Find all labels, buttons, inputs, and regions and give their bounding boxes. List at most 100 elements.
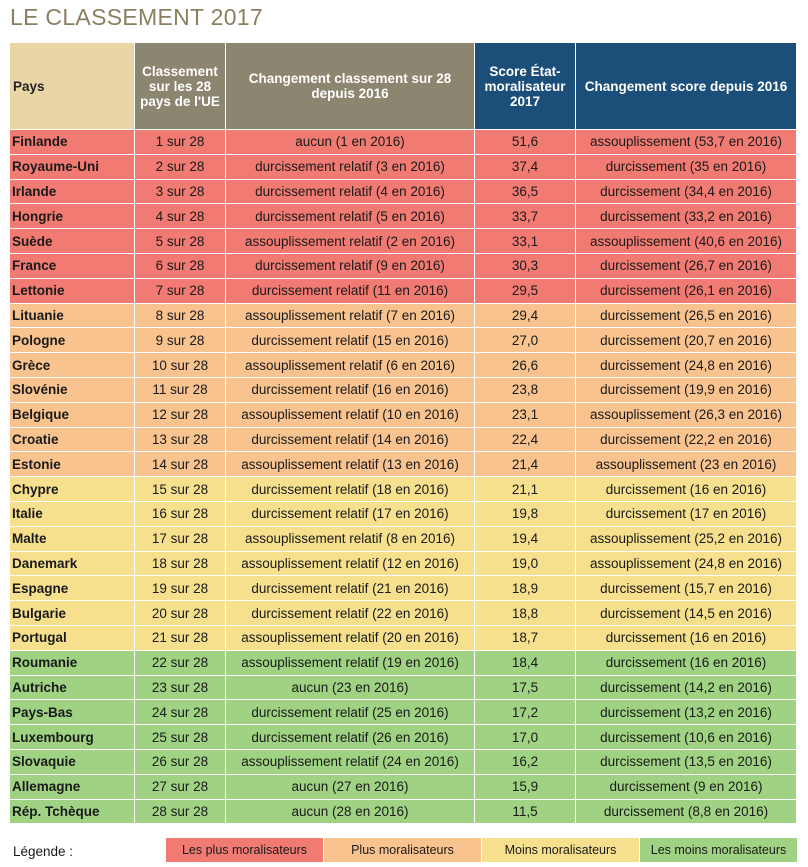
cell-rank-change: aucun (1 en 2016) [225, 129, 475, 155]
cell-rank-change: assouplissement relatif (10 en 2016) [225, 401, 475, 428]
cell-rank: 25 sur 28 [134, 724, 226, 750]
cell-country: Belgique [9, 401, 135, 428]
cell-rank-change: durcissement relatif (4 en 2016) [225, 178, 475, 205]
cell-score-change: assouplissement (40,6 en 2016) [575, 228, 797, 254]
cell-country: Estonie [9, 451, 135, 478]
table-row: Croatie 13 sur 28 durcissement relatif (14… [9, 426, 797, 453]
cell-country: Hongrie [9, 203, 135, 230]
cell-rank-change: durcissement relatif (3 en 2016) [225, 153, 475, 180]
cell-rank: 9 sur 28 [134, 327, 226, 354]
cell-country: France [9, 252, 135, 279]
cell-score-change: durcissement (16 en 2016) [575, 476, 797, 502]
table-row: Pologne 9 sur 28 durcissement relatif (15 … [9, 327, 797, 354]
cell-country: Roumanie [9, 649, 135, 676]
table-body: Finlande 1 sur 28 aucun (1 en 2016) 51,6 ass… [9, 129, 797, 825]
cell-score-change: durcissement (9 en 2016) [575, 773, 797, 800]
cell-country: Danemark [9, 550, 135, 577]
cell-rank-change: aucun (28 en 2016) [225, 798, 475, 825]
table-row: Portugal 21 sur 28 assouplissement relatif… [9, 624, 797, 651]
legend-label: Légende : [13, 844, 74, 859]
table-row: France 6 sur 28 durcissement relatif (9 en… [9, 252, 797, 279]
cell-rank: 17 sur 28 [134, 525, 226, 552]
cell-score-change: assouplissement (26,3 en 2016) [575, 401, 797, 428]
cell-country: Royaume-Uni [9, 153, 135, 180]
cell-score-change: durcissement (26,7 en 2016) [575, 252, 797, 279]
cell-score: 29,5 [474, 277, 576, 304]
table-row: Bulgarie 20 sur 28 durcissement relatif (2… [9, 600, 797, 626]
cell-country: Espagne [9, 575, 135, 602]
table-row: Allemagne 27 sur 28 aucun (27 en 2016) 15,9… [9, 773, 797, 800]
table-row: Pays-Bas 24 sur 28 durcissement relatif (2… [9, 699, 797, 726]
cell-score: 23,8 [474, 376, 576, 403]
cell-rank-change: assouplissement relatif (20 en 2016) [225, 624, 475, 651]
cell-rank: 10 sur 28 [134, 352, 226, 378]
cell-rank: 20 sur 28 [134, 600, 226, 626]
cell-score-change: durcissement (8,8 en 2016) [575, 798, 797, 825]
header-country: Pays [9, 42, 135, 130]
cell-score: 18,4 [474, 649, 576, 676]
ranking-table: Pays Classement sur les 28 pays de l'UE … [9, 42, 797, 825]
cell-score-change: durcissement (22,2 en 2016) [575, 426, 797, 453]
header-score: Score État-moralisateur 2017 [474, 42, 576, 130]
cell-country: Pologne [9, 327, 135, 354]
page-title: LE CLASSEMENT 2017 [10, 4, 263, 30]
cell-rank-change: assouplissement relatif (7 en 2016) [225, 302, 475, 329]
table-row: Danemark 18 sur 28 assouplissement relatif… [9, 550, 797, 577]
cell-rank: 11 sur 28 [134, 376, 226, 403]
cell-rank: 26 sur 28 [134, 748, 226, 775]
cell-score-change: durcissement (14,5 en 2016) [575, 600, 797, 626]
cell-score: 23,1 [474, 401, 576, 428]
table-row: Hongrie 4 sur 28 durcissement relatif (5 e… [9, 203, 797, 230]
table-row: Belgique 12 sur 28 assouplissement relatif… [9, 401, 797, 428]
cell-rank-change: durcissement relatif (18 en 2016) [225, 476, 475, 502]
cell-score-change: durcissement (35 en 2016) [575, 153, 797, 180]
header-rank: Classement sur les 28 pays de l'UE [134, 42, 226, 130]
table-row: Slovénie 11 sur 28 durcissement relatif (1… [9, 376, 797, 403]
cell-rank-change: durcissement relatif (21 en 2016) [225, 575, 475, 602]
cell-country: Portugal [9, 624, 135, 651]
table-row: Roumanie 22 sur 28 assouplissement relatif… [9, 649, 797, 676]
cell-score-change: durcissement (26,1 en 2016) [575, 277, 797, 304]
cell-score: 33,7 [474, 203, 576, 230]
cell-score-change: assouplissement (53,7 en 2016) [575, 129, 797, 155]
legend: Légende : Les plus moralisateurs Plus mo… [0, 836, 808, 864]
table-row: Slovaquie 26 sur 28 assouplissement relati… [9, 748, 797, 775]
cell-rank-change: assouplissement relatif (12 en 2016) [225, 550, 475, 577]
legend-more: Plus moralisateurs [324, 838, 481, 862]
cell-country: Lettonie [9, 277, 135, 304]
cell-score: 19,4 [474, 525, 576, 552]
cell-score-change: durcissement (16 en 2016) [575, 624, 797, 651]
table-row: Irlande 3 sur 28 durcissement relatif (4 e… [9, 178, 797, 205]
cell-country: Finlande [9, 129, 135, 155]
cell-score: 17,0 [474, 724, 576, 750]
cell-rank-change: durcissement relatif (16 en 2016) [225, 376, 475, 403]
cell-score-change: durcissement (13,2 en 2016) [575, 699, 797, 726]
legend-most: Les plus moralisateurs [166, 838, 323, 862]
table-row: Finlande 1 sur 28 aucun (1 en 2016) 51,6 ass… [9, 129, 797, 155]
cell-rank: 2 sur 28 [134, 153, 226, 180]
cell-score-change: durcissement (13,5 en 2016) [575, 748, 797, 775]
cell-rank-change: durcissement relatif (15 en 2016) [225, 327, 475, 354]
cell-score: 51,6 [474, 129, 576, 155]
cell-country: Pays-Bas [9, 699, 135, 726]
table-row: Chypre 15 sur 28 durcissement relatif (18 … [9, 476, 797, 502]
cell-rank: 14 sur 28 [134, 451, 226, 478]
cell-country: Irlande [9, 178, 135, 205]
table-header-row: Pays Classement sur les 28 pays de l'UE … [9, 42, 797, 130]
cell-rank-change: durcissement relatif (17 en 2016) [225, 500, 475, 527]
cell-score: 33,1 [474, 228, 576, 254]
cell-score-change: assouplissement (24,8 en 2016) [575, 550, 797, 577]
table-row: Malte 17 sur 28 assouplissement relatif (8… [9, 525, 797, 552]
cell-rank: 28 sur 28 [134, 798, 226, 825]
cell-score: 18,9 [474, 575, 576, 602]
cell-rank: 1 sur 28 [134, 129, 226, 155]
cell-rank-change: durcissement relatif (11 en 2016) [225, 277, 475, 304]
cell-rank: 15 sur 28 [134, 476, 226, 502]
cell-country: Slovénie [9, 376, 135, 403]
table-row: Estonie 14 sur 28 assouplissement relatif … [9, 451, 797, 478]
cell-country: Allemagne [9, 773, 135, 800]
legend-less: Moins moralisateurs [482, 838, 639, 862]
header-score-change: Changement score depuis 2016 [575, 42, 797, 130]
cell-rank-change: durcissement relatif (5 en 2016) [225, 203, 475, 230]
cell-rank: 7 sur 28 [134, 277, 226, 304]
